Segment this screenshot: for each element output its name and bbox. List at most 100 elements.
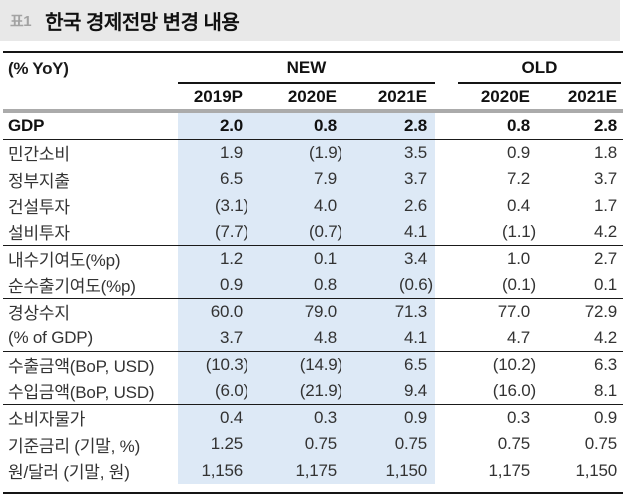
- column-group-old: OLD: [458, 53, 621, 84]
- row-label: 수출금액(BoP, USD): [8, 357, 155, 377]
- cell-old-2020e: (10.2): [492, 354, 536, 374]
- column-header-new-2020e: 2020E: [287, 86, 337, 106]
- table-row: 건설투자 (3.1) 4.0 2.6 0.4 1.7: [3, 192, 623, 219]
- cell-new-2020e: (0.7): [247, 219, 343, 245]
- table-bottom-spacer: [3, 484, 623, 492]
- cell-old-2020e: 0.3: [506, 407, 530, 427]
- cell-old-2020e: 0.75: [497, 434, 530, 454]
- cell-new-2019p: 1.9: [178, 139, 247, 166]
- cell-old-2020e: 77.0: [497, 301, 530, 321]
- cell-new-2020e: 0.75: [247, 431, 341, 458]
- cell-new-2021e: 3.4: [341, 245, 435, 272]
- cell-new-2020e: (21.9): [247, 378, 343, 404]
- cell-new-2021e: 9.4: [341, 378, 435, 404]
- cell-old-2021e: 0.75: [584, 434, 617, 454]
- table-body: GDP 2.0 0.8 2.8 0.8 2.8 민간소비 1.9 (1.9) 3…: [3, 113, 623, 484]
- row-label: 순수출기여도(%p): [8, 277, 136, 297]
- cell-old-2020e: 1,175: [488, 460, 530, 480]
- table-header-year-row: 2019P 2020E 2021E 2020E 2021E: [3, 84, 623, 109]
- cell-new-2020e: 4.8: [247, 325, 341, 351]
- row-label: 정부지출: [8, 171, 70, 191]
- cell-old-2021e: 6.3: [593, 354, 617, 374]
- table-row: 소비자물가 0.4 0.3 0.9 0.3 0.9: [3, 404, 623, 431]
- row-label: 경상수지: [8, 304, 70, 324]
- cell-old-2020e: 0.9: [506, 142, 530, 162]
- cell-old-2021e: 4.2: [593, 327, 617, 347]
- cell-new-2021e: 3.7: [341, 166, 435, 193]
- row-label: 민간소비: [8, 145, 70, 165]
- cell-new-2019p: 6.5: [178, 166, 247, 193]
- cell-old-2021e: 8.1: [593, 380, 617, 400]
- cell-old-2021e: 4.2: [593, 221, 617, 241]
- cell-new-2020e: 0.8: [247, 272, 341, 298]
- row-label: 설비투자: [8, 224, 70, 244]
- cell-new-2021e: (0.6): [341, 272, 435, 298]
- forecast-table: (% YoY) NEW OLD 2019P 2020E 2021E 2020E …: [3, 51, 623, 494]
- cell-new-2020e: 0.1: [247, 245, 341, 272]
- table-row: 설비투자 (7.7) (0.7) 4.1 (1.1) 4.2: [3, 219, 623, 246]
- table-row: 순수출기여도(%p) 0.9 0.8 (0.6) (0.1) 0.1: [3, 272, 623, 299]
- table-row: GDP 2.0 0.8 2.8 0.8 2.8: [3, 113, 623, 140]
- cell-new-2019p: (10.3): [178, 351, 249, 378]
- cell-new-2019p: (3.1): [178, 192, 249, 219]
- row-label: (% of GDP): [8, 327, 93, 347]
- cell-new-2021e: 0.75: [341, 431, 435, 458]
- cell-old-2021e: 72.9: [584, 301, 617, 321]
- cell-new-2019p: (6.0): [178, 378, 249, 404]
- table-row: 수출금액(BoP, USD) (10.3) (14.9) 6.5 (10.2) …: [3, 351, 623, 378]
- cell-old-2021e: 0.1: [593, 274, 617, 294]
- table-row: (% of GDP) 3.7 4.8 4.1 4.7 4.2: [3, 325, 623, 352]
- row-label: 원/달러 (기말, 원): [8, 463, 130, 483]
- cell-new-2021e: 4.1: [341, 325, 435, 351]
- cell-old-2020e: 7.2: [506, 169, 530, 189]
- row-label: GDP: [8, 115, 45, 135]
- cell-old-2021e: 0.9: [593, 407, 617, 427]
- cell-new-2021e: 2.6: [341, 192, 435, 219]
- row-label: 기준금리 (기말, %): [8, 436, 141, 456]
- cell-old-2020e: 1.0: [506, 248, 530, 268]
- table-row: 원/달러 (기말, 원) 1,156 1,175 1,150 1,175 1,1…: [3, 457, 623, 484]
- cell-old-2020e: (0.1): [502, 274, 536, 294]
- cell-new-2021e: 2.8: [341, 113, 435, 139]
- cell-new-2019p: (7.7): [178, 219, 249, 245]
- cell-new-2019p: 2.0: [178, 113, 247, 139]
- cell-old-2020e: (16.0): [492, 380, 536, 400]
- cell-new-2020e: (1.9): [247, 139, 343, 166]
- table-number-tag: 표1: [10, 13, 32, 30]
- cell-new-2019p: 1.2: [178, 245, 247, 272]
- cell-old-2020e: 0.8: [506, 115, 530, 135]
- table-title: 한국 경제전망 변경 내용: [45, 12, 240, 34]
- cell-new-2020e: 0.3: [247, 404, 341, 431]
- column-group-gap: [435, 53, 458, 84]
- cell-new-2019p: 1,156: [178, 457, 247, 484]
- cell-new-2021e: 3.5: [341, 139, 435, 166]
- cell-new-2021e: 0.9: [341, 404, 435, 431]
- column-header-old-2021e: 2021E: [567, 86, 617, 106]
- cell-new-2021e: 4.1: [341, 219, 435, 245]
- cell-old-2021e: 2.8: [593, 115, 617, 135]
- table-row: 수입금액(BoP, USD) (6.0) (21.9) 9.4 (16.0) 8…: [3, 378, 623, 405]
- row-label: 소비자물가: [8, 410, 86, 430]
- cell-old-2021e: 1.7: [593, 195, 617, 215]
- row-label: 내수기여도(%p): [8, 251, 121, 271]
- cell-new-2019p: 3.7: [178, 325, 247, 351]
- cell-new-2021e: 71.3: [341, 298, 435, 325]
- cell-old-2020e: 4.7: [506, 327, 530, 347]
- column-group-new: NEW: [178, 53, 435, 84]
- table-row: 기준금리 (기말, %) 1.25 0.75 0.75 0.75 0.75: [3, 431, 623, 458]
- cell-old-2020e: (1.1): [502, 221, 536, 241]
- cell-new-2019p: 0.9: [178, 272, 247, 298]
- unit-label: (% YoY): [8, 58, 69, 78]
- table-row: 정부지출 6.5 7.9 3.7 7.2 3.7: [3, 166, 623, 193]
- table-row: 민간소비 1.9 (1.9) 3.5 0.9 1.8: [3, 139, 623, 166]
- cell-new-2021e: 6.5: [341, 351, 435, 378]
- table-header-group-row: (% YoY) NEW OLD: [3, 53, 623, 84]
- cell-old-2021e: 3.7: [593, 169, 617, 189]
- cell-old-2021e: 2.7: [593, 248, 617, 268]
- cell-new-2019p: 1.25: [178, 431, 247, 458]
- column-header-new-2019p: 2019P: [193, 86, 243, 106]
- column-header-new-2021e: 2021E: [377, 86, 427, 106]
- cell-new-2020e: (14.9): [247, 351, 343, 378]
- cell-new-2021e: 1,150: [341, 457, 435, 484]
- cell-new-2020e: 1,175: [247, 457, 341, 484]
